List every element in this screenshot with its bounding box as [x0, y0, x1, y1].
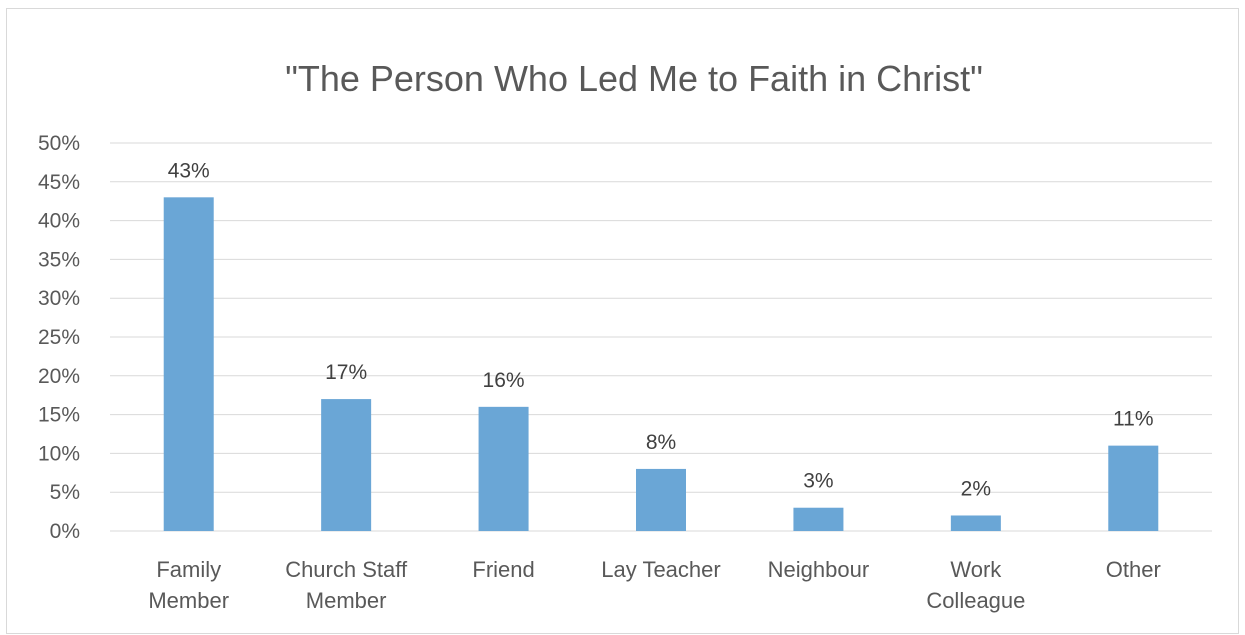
- y-tick-label: 15%: [38, 404, 80, 427]
- category-label: Work Colleague: [926, 557, 1025, 613]
- data-label: 8%: [646, 431, 676, 454]
- y-tick-label: 35%: [38, 248, 80, 271]
- y-axis-tick-labels: 0% 5% 10% 15% 20% 25% 30% 35% 40% 45% 50%: [38, 132, 80, 543]
- gridlines: [110, 142, 1212, 532]
- y-tick-label: 0%: [50, 520, 80, 543]
- category-label-line: Work: [950, 557, 1002, 582]
- bar: [793, 507, 844, 531]
- category-label: Church Staff Member: [285, 557, 408, 613]
- category-label: Lay Teacher: [601, 557, 720, 582]
- y-tick-label: 45%: [38, 171, 80, 194]
- data-label: 17%: [325, 361, 367, 384]
- bar: [950, 515, 1001, 531]
- data-label: 43%: [168, 159, 210, 182]
- chart-frame: "The Person Who Led Me to Faith in Chris…: [6, 8, 1239, 634]
- category-label-line: Other: [1106, 557, 1161, 582]
- chart-title: "The Person Who Led Me to Faith in Chris…: [285, 58, 983, 99]
- y-tick-label: 25%: [38, 326, 80, 349]
- y-tick-label: 50%: [38, 132, 80, 155]
- data-label: 11%: [1113, 408, 1153, 431]
- bar: [1108, 445, 1159, 531]
- y-tick-label: 40%: [38, 210, 80, 233]
- category-label-line: Church Staff: [285, 557, 408, 582]
- category-label-line: Family: [156, 557, 221, 582]
- bar: [163, 197, 214, 531]
- bar: [478, 406, 529, 531]
- category-label: Family Member: [148, 557, 229, 613]
- bars: [163, 197, 1159, 531]
- category-labels: Family Member Church Staff Member Friend Lay …: [148, 557, 1160, 613]
- category-label: Friend: [472, 557, 534, 582]
- category-label-line: Neighbour: [768, 557, 870, 582]
- category-label: Other: [1106, 557, 1161, 582]
- category-label-line: Lay Teacher: [601, 557, 720, 582]
- y-tick-label: 20%: [38, 365, 80, 388]
- category-label-line: Member: [306, 588, 387, 613]
- bar: [321, 399, 372, 531]
- y-tick-label: 30%: [38, 287, 80, 310]
- y-tick-label: 10%: [38, 442, 80, 465]
- data-label: 3%: [803, 470, 833, 493]
- bar: [636, 468, 686, 531]
- data-label: 2%: [961, 477, 991, 500]
- data-label: 16%: [483, 369, 525, 392]
- data-labels: 43% 17% 16% 8% 3% 2% 11%: [168, 159, 1154, 500]
- y-tick-label: 5%: [50, 481, 80, 504]
- category-label-line: Friend: [472, 557, 534, 582]
- category-label-line: Member: [148, 588, 229, 613]
- bar-chart: "The Person Who Led Me to Faith in Chris…: [38, 58, 1212, 613]
- category-label: Neighbour: [768, 557, 870, 582]
- category-label-line: Colleague: [926, 588, 1025, 613]
